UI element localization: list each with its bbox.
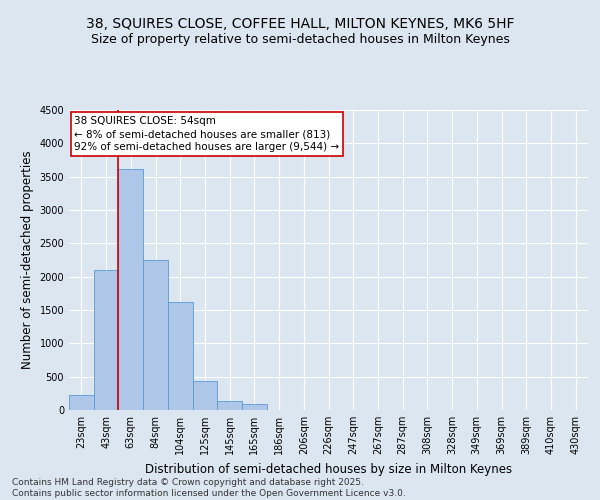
Text: Contains HM Land Registry data © Crown copyright and database right 2025.
Contai: Contains HM Land Registry data © Crown c…: [12, 478, 406, 498]
Bar: [242, 404, 267, 410]
Bar: [69, 396, 94, 410]
X-axis label: Distribution of semi-detached houses by size in Milton Keynes: Distribution of semi-detached houses by …: [145, 462, 512, 475]
Text: 38 SQUIRES CLOSE: 54sqm
← 8% of semi-detached houses are smaller (813)
92% of se: 38 SQUIRES CLOSE: 54sqm ← 8% of semi-det…: [74, 116, 340, 152]
Bar: [168, 302, 193, 410]
Bar: [118, 168, 143, 410]
Bar: [193, 380, 217, 410]
Text: 38, SQUIRES CLOSE, COFFEE HALL, MILTON KEYNES, MK6 5HF: 38, SQUIRES CLOSE, COFFEE HALL, MILTON K…: [86, 18, 514, 32]
Bar: [94, 270, 118, 410]
Bar: [143, 260, 168, 410]
Bar: [217, 400, 242, 410]
Text: Size of property relative to semi-detached houses in Milton Keynes: Size of property relative to semi-detach…: [91, 32, 509, 46]
Y-axis label: Number of semi-detached properties: Number of semi-detached properties: [21, 150, 34, 370]
